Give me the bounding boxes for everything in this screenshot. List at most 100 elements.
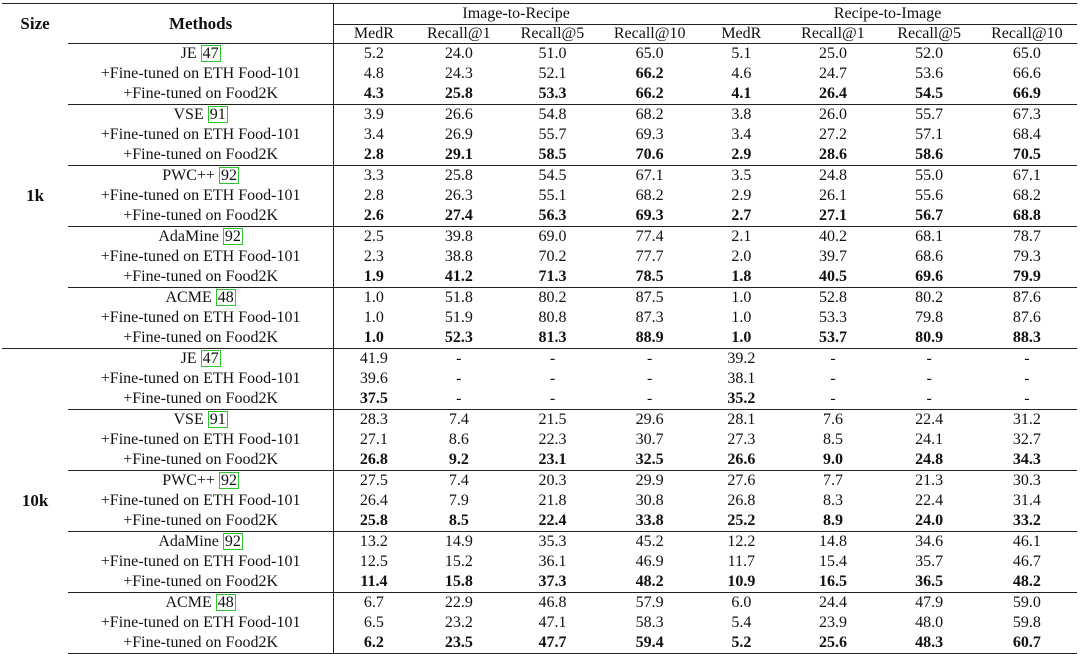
- value-cell: 57.9: [601, 592, 699, 613]
- value-cell: 53.3: [818, 309, 847, 326]
- table-header: Size Methods Image-to-Recipe Recipe-to-I…: [2, 3, 1077, 44]
- value-cell: 58.3: [635, 614, 664, 631]
- value-cell: 41.9: [333, 348, 414, 369]
- value-cell: 28.6: [818, 146, 847, 163]
- column-header: Recall@1: [413, 24, 504, 44]
- method-name: +Fine-tuned on ETH Food-101: [100, 431, 301, 448]
- value-cell: 26.9: [444, 126, 473, 143]
- value-cell: -: [1024, 390, 1030, 407]
- method-name: AdaMine: [158, 533, 219, 550]
- column-header: Recall@10: [976, 24, 1077, 44]
- header-row: Size Methods Image-to-Recipe Recipe-to-I…: [2, 3, 1077, 32]
- value-cell: 5.4: [731, 614, 752, 631]
- method-cell: +Fine-tuned on ETH Food-101: [68, 491, 333, 511]
- method-name: PWC++: [162, 472, 215, 489]
- method-cell: AdaMine 92: [68, 531, 334, 552]
- value-cell: 11.7: [727, 553, 756, 570]
- value-cell: 23.9: [818, 614, 847, 631]
- value-cell: 8.5: [448, 512, 469, 529]
- table-row: +Fine-tuned on ETH Food-101 3.4 26.9 55.7 69…: [2, 125, 1077, 145]
- value-cell: 22.4: [538, 512, 567, 529]
- method-cell: +Fine-tuned on ETH Food-101: [68, 186, 333, 206]
- value-cell: 27.4: [444, 207, 473, 224]
- value-cell: 31.2: [976, 409, 1077, 430]
- value-cell: 2.6: [333, 206, 414, 227]
- value-cell: 70.2: [538, 248, 567, 265]
- value-cell: 23.1: [538, 451, 567, 468]
- value-cell: 67.1: [976, 165, 1077, 186]
- method-cell: +Fine-tuned on Food2K: [68, 145, 333, 166]
- value-cell: -: [926, 370, 932, 387]
- citation: 47: [200, 45, 221, 62]
- value-cell: 28.3: [333, 409, 414, 430]
- value-cell: 2.3: [333, 247, 414, 267]
- value-cell: 68.4: [1012, 126, 1041, 143]
- method-cell: VSE 91: [68, 409, 334, 430]
- table-row: +Fine-tuned on Food2K 6.2 23.5 47.7 59.4 5.2 2…: [2, 633, 1077, 654]
- group-header: Image-to-Recipe: [333, 3, 699, 25]
- table-row: +Fine-tuned on ETH Food-101 2.8 26.3 55.1 68…: [2, 186, 1077, 206]
- table-row: +Fine-tuned on ETH Food-101 26.4 7.9 21.8 30…: [2, 491, 1077, 511]
- value-cell: 2.9: [731, 146, 752, 163]
- value-cell: 26.4: [333, 491, 414, 511]
- group-header: Recipe-to-Image: [698, 3, 1077, 25]
- citation: 92: [218, 167, 239, 184]
- value-cell: 20.3: [503, 470, 602, 491]
- value-cell: 69.3: [635, 207, 664, 224]
- value-cell: 52.3: [444, 329, 473, 346]
- value-cell: 7.6: [784, 409, 882, 430]
- table-row: PWC++ 92 3.3 25.8 54.5 67.1 3.5 24.8 55.0 67.1: [2, 165, 1077, 186]
- value-cell: 23.5: [413, 633, 504, 654]
- value-cell: 69.0: [503, 226, 602, 247]
- table-row: AdaMine 92 2.5 39.8 69.0 77.4 2.1 40.2 68.1 78.7: [2, 226, 1077, 247]
- table-row: +Fine-tuned on ETH Food-101 27.1 8.6 22.3 30…: [2, 430, 1077, 450]
- value-cell: 6.7: [333, 592, 414, 613]
- method-name: +Fine-tuned on ETH Food-101: [100, 492, 301, 509]
- value-cell: 3.5: [698, 165, 785, 186]
- value-cell: 53.6: [915, 65, 944, 82]
- value-cell: 79.8: [915, 309, 944, 326]
- value-cell: 38.1: [727, 370, 756, 387]
- column-header: MedR: [333, 24, 414, 44]
- value-cell: 7.9: [448, 492, 469, 509]
- value-cell: 35.3: [503, 531, 602, 552]
- value-cell: -: [456, 370, 462, 387]
- value-cell: 87.3: [635, 309, 664, 326]
- value-cell: 87.6: [1012, 309, 1041, 326]
- value-cell: 69.3: [635, 126, 664, 143]
- value-cell: 2.1: [698, 226, 785, 247]
- value-cell: 32.5: [635, 451, 664, 468]
- value-cell: 77.7: [635, 248, 664, 265]
- column-header: Recall@1: [784, 24, 882, 44]
- size-cell: 1k: [26, 185, 45, 205]
- value-cell: 80.8: [538, 309, 567, 326]
- value-cell: -: [601, 348, 699, 369]
- value-cell: 7.4: [413, 409, 504, 430]
- value-cell: 4.6: [731, 65, 752, 82]
- value-cell: 48.0: [915, 614, 944, 631]
- value-cell: 25.0: [784, 43, 882, 64]
- value-cell: 53.3: [538, 85, 567, 102]
- method-name: PWC++: [162, 167, 215, 184]
- value-cell: 24.8: [915, 451, 944, 468]
- value-cell: 80.9: [915, 329, 944, 346]
- value-cell: 39.8: [413, 226, 504, 247]
- value-cell: 2.7: [731, 207, 752, 224]
- value-cell: 47.7: [503, 633, 602, 654]
- method-name: +Fine-tuned on Food2K: [123, 451, 278, 468]
- value-cell: 57.1: [915, 126, 944, 143]
- value-cell: 35.7: [915, 553, 944, 570]
- method-name: +Fine-tuned on ETH Food-101: [100, 248, 301, 265]
- method-name: +Fine-tuned on ETH Food-101: [100, 553, 301, 570]
- value-cell: 66.6: [1012, 65, 1041, 82]
- value-cell: -: [830, 370, 836, 387]
- value-cell: 48.2: [635, 573, 664, 590]
- value-cell: 21.5: [503, 409, 602, 430]
- value-cell: 2.0: [731, 248, 752, 265]
- method-name: +Fine-tuned on Food2K: [123, 573, 278, 590]
- method-cell: +Fine-tuned on Food2K: [68, 84, 333, 105]
- value-cell: 69.6: [915, 268, 944, 285]
- value-cell: 56.7: [915, 207, 944, 224]
- value-cell: 14.8: [784, 531, 882, 552]
- column-header: Recall@5: [503, 24, 602, 44]
